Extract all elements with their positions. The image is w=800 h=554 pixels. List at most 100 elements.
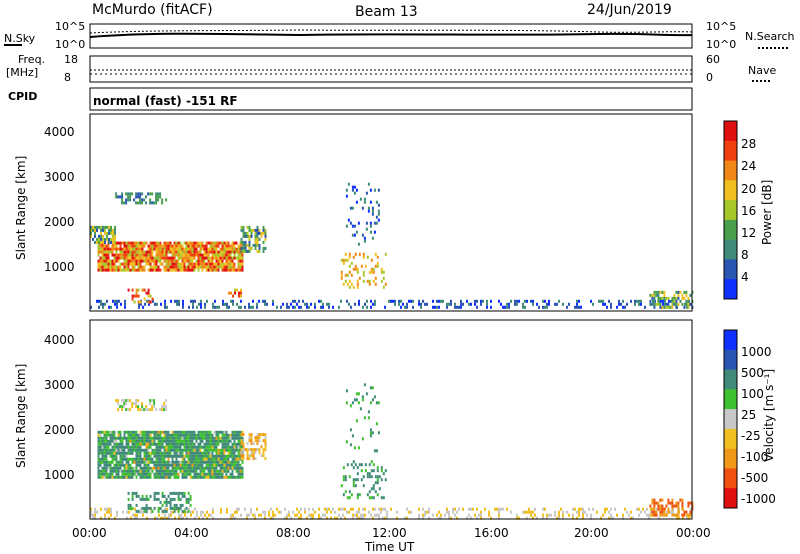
echo-cell	[350, 282, 353, 286]
echo-cell	[667, 296, 670, 300]
echo-cell	[663, 296, 666, 300]
echo-cell	[129, 472, 132, 476]
echo-cell	[101, 244, 104, 248]
echo-cell	[264, 433, 267, 437]
echo-cell	[183, 469, 186, 473]
echo-cell	[170, 513, 172, 517]
echo-cell	[171, 253, 174, 257]
echo-cell	[288, 510, 290, 514]
echo-cell	[199, 256, 202, 260]
echo-cell	[169, 436, 172, 440]
echo-cell	[344, 258, 347, 262]
echo-cell	[153, 244, 156, 248]
echo-cell	[109, 250, 112, 254]
echo-cell	[141, 244, 144, 248]
echo-cell	[659, 513, 662, 517]
echo-cell	[221, 472, 224, 476]
echo-cell	[127, 439, 130, 443]
echo-cell	[141, 439, 144, 443]
echo-cell	[209, 448, 212, 452]
echo-cell	[177, 430, 180, 434]
echo-cell	[191, 241, 194, 245]
echo-cell	[139, 463, 142, 467]
echo-cell	[209, 454, 212, 458]
echo-cell	[105, 448, 108, 452]
echo-cell	[362, 507, 364, 511]
echo-cell	[115, 439, 118, 443]
echo-cell	[113, 262, 116, 266]
echo-cell	[346, 510, 348, 514]
power-colorbar-frame	[723, 120, 738, 300]
echo-cell	[119, 457, 122, 461]
echo-cell	[171, 460, 174, 464]
echo-cell	[165, 436, 168, 440]
echo-cell	[187, 256, 190, 260]
echo-cell	[189, 466, 192, 470]
echo-cell	[201, 265, 204, 269]
echo-cell	[145, 509, 148, 513]
echo-cell	[219, 457, 222, 461]
echo-cell	[456, 516, 458, 520]
echo-cell	[239, 466, 242, 470]
echo-cell	[121, 399, 124, 403]
echo-cell	[649, 293, 652, 297]
echo-cell	[155, 475, 158, 479]
echo-cell	[687, 305, 690, 309]
echo-cell	[125, 402, 128, 406]
echo-cell	[156, 302, 158, 306]
echo-cell	[312, 516, 314, 520]
echo-cell	[377, 209, 380, 213]
echo-cell	[663, 513, 666, 517]
echo-cell	[124, 302, 126, 306]
echo-cell	[683, 513, 686, 517]
echo-cell	[199, 454, 202, 458]
echo-cell	[167, 445, 170, 449]
echo-cell	[125, 460, 128, 464]
echo-cell	[502, 507, 504, 511]
echo-cell	[154, 516, 156, 520]
echo-cell	[382, 496, 385, 500]
echo-cell	[568, 513, 570, 517]
echo-cell	[172, 510, 174, 514]
echo-cell	[237, 259, 240, 263]
echo-cell	[262, 451, 265, 455]
echo-cell	[161, 469, 164, 473]
echo-cell	[673, 504, 676, 508]
echo-cell	[187, 454, 190, 458]
echo-cell	[125, 253, 128, 257]
echo-cell	[163, 436, 166, 440]
echo-cell	[367, 410, 370, 414]
echo-cell	[358, 510, 360, 514]
echo-cell	[548, 299, 550, 303]
echo-cell	[372, 496, 375, 500]
echo-cell	[211, 457, 214, 461]
echo-cell	[139, 408, 142, 412]
echo-cell	[99, 460, 102, 464]
echo-cell	[123, 448, 126, 452]
echo-cell	[201, 433, 204, 437]
echo-cell	[123, 250, 126, 254]
echo-cell	[242, 445, 245, 449]
echo-cell	[352, 484, 355, 488]
echo-cell	[143, 451, 146, 455]
echo-cell	[225, 454, 228, 458]
echo-cell	[648, 516, 650, 520]
echo-cell	[167, 436, 170, 440]
echo-cell	[456, 510, 458, 514]
echo-cell	[177, 506, 180, 510]
echo-cell	[105, 454, 108, 458]
echo-cell	[183, 475, 186, 479]
echo-cell	[131, 250, 134, 254]
echo-cell	[223, 460, 226, 464]
echo-cell	[139, 442, 142, 446]
echo-cell	[135, 288, 138, 292]
echo-cell	[213, 454, 216, 458]
echo-cell	[221, 433, 224, 437]
echo-cell	[127, 430, 130, 434]
echo-cell	[205, 466, 208, 470]
echo-cell	[177, 244, 180, 248]
echo-cell	[191, 433, 194, 437]
echo-cell	[137, 201, 140, 205]
echo-cell	[189, 436, 192, 440]
echo-cell	[215, 265, 218, 269]
